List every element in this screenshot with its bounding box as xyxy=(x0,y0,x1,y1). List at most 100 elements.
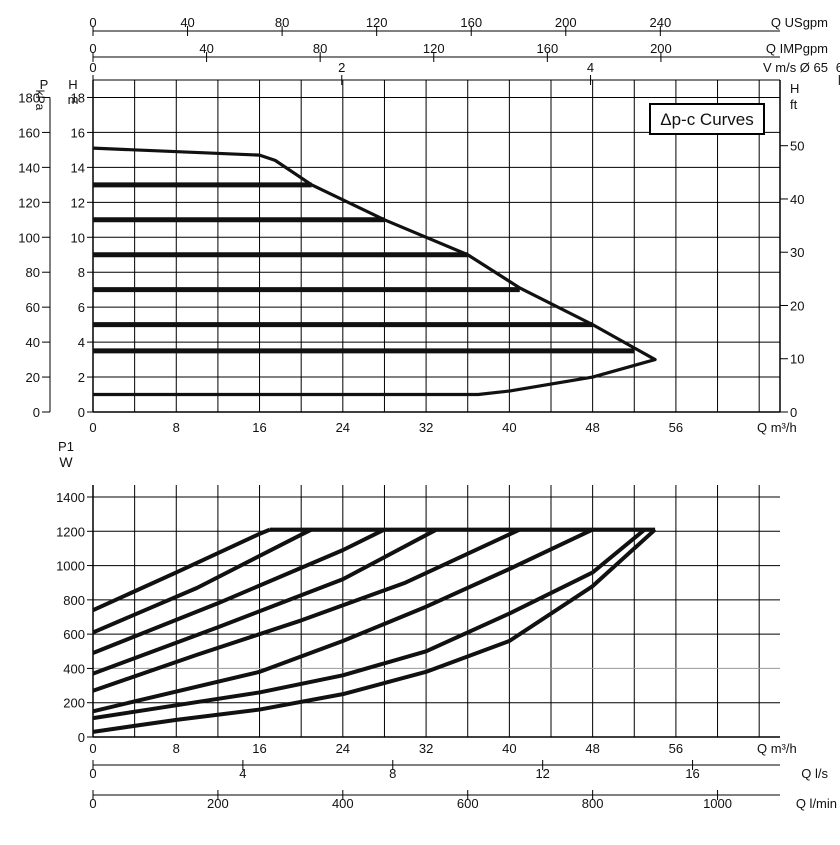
y-tick-label-p-kpa: 160 xyxy=(18,125,40,140)
y-axis-label-kpa: kPa xyxy=(33,90,47,111)
x-tick-label-q-m3h: 0 xyxy=(89,741,96,756)
y-tick-label-p1: 1000 xyxy=(56,559,85,574)
top-axis-tick-label-usgpm: 0 xyxy=(89,15,96,30)
top-axis-tick-label-usgpm: 240 xyxy=(649,15,671,30)
series-power-curve xyxy=(92,527,313,635)
top-axis-tick-label-impgpm: 120 xyxy=(423,41,445,56)
y-tick-label-p1: 800 xyxy=(63,593,85,608)
y-tick-label-p-kpa: 180 xyxy=(18,90,40,105)
series-max-curve xyxy=(92,146,657,397)
x-tick-label-q-m3h: 48 xyxy=(585,420,599,435)
y-tick-label-p-kpa: 140 xyxy=(18,160,40,175)
legend-box xyxy=(649,103,765,135)
series-power-curve xyxy=(92,528,657,734)
y-tick-label-h-ft: 30 xyxy=(790,245,804,260)
y-tick-label-h-ft: 20 xyxy=(790,298,804,313)
y-axis-label-w: W xyxy=(59,454,73,470)
legend-box-label: Δp-c Curves xyxy=(660,110,754,129)
bottom-axis-tick-label-lpmin: 800 xyxy=(582,796,604,811)
y-tick-label-p1: 1200 xyxy=(56,524,85,539)
top-axis-label-impgpm: Q IMPgpm xyxy=(766,41,828,56)
top-axis-tick-label-velocity: 2 xyxy=(338,60,345,75)
top-axis-tick-label-usgpm: 120 xyxy=(366,15,388,30)
y-tick-label-h-m: 14 xyxy=(71,160,85,175)
x-tick-label-q-m3h: 8 xyxy=(173,420,180,435)
bottom-axis-tick-label-lpmin: 600 xyxy=(457,796,479,811)
y-tick-label-p1: 1400 xyxy=(56,490,85,505)
top-axis-tick-label-velocity: 6 xyxy=(836,60,840,75)
y-tick-label-h-m: 10 xyxy=(71,230,85,245)
bottom-axis-tick-label-lps: 4 xyxy=(239,766,246,781)
series-power-curve xyxy=(92,527,594,714)
y-tick-label-h-m: 18 xyxy=(71,90,85,105)
x-tick-label-q-m3h: 0 xyxy=(89,420,96,435)
y-tick-label-h-ft: 40 xyxy=(790,192,804,207)
top-axis-label-usgpm: Q USgpm xyxy=(771,15,828,30)
top-axis-tick-label-impgpm: 160 xyxy=(536,41,558,56)
top-axis-tick-label-velocity: 0 xyxy=(89,60,96,75)
series-power-curve xyxy=(92,527,438,676)
y-tick-label-h-ft: 0 xyxy=(790,405,797,420)
x-tick-label-q-m3h: 16 xyxy=(252,741,266,756)
head-chart: 024681012141618020406080100120140160180P… xyxy=(18,15,840,435)
x-tick-label-q-m3h: 40 xyxy=(502,420,516,435)
x-axis-label-q-m3h: Q m³/h xyxy=(757,741,797,756)
x-axis-label-q-m3h: Q m³/h xyxy=(757,420,797,435)
top-axis-tick-label-usgpm: 40 xyxy=(180,15,194,30)
y-tick-label-p1: 0 xyxy=(78,730,85,745)
y-axis-label-h: H xyxy=(68,77,77,92)
top-axis-tick-label-impgpm: 40 xyxy=(199,41,213,56)
y-tick-label-h-m: 8 xyxy=(78,265,85,280)
y-tick-label-p-kpa: 120 xyxy=(18,195,40,210)
bottom-axis-tick-label-lps: 12 xyxy=(535,766,549,781)
x-tick-label-q-m3h: 56 xyxy=(669,741,683,756)
y-tick-label-h-m: 0 xyxy=(78,405,85,420)
x-tick-label-q-m3h: 8 xyxy=(173,741,180,756)
y-tick-label-h-m: 4 xyxy=(78,335,85,350)
top-axis-label-velocity: V m/s Ø 65 xyxy=(763,60,828,75)
bottom-axis-tick-label-lpmin: 400 xyxy=(332,796,354,811)
y-tick-label-p-kpa: 60 xyxy=(26,300,40,315)
series-power-curve xyxy=(92,527,521,693)
y-axis-label-p: P xyxy=(40,77,49,92)
y-tick-label-h-m: 16 xyxy=(71,125,85,140)
series-power-curve xyxy=(92,527,271,612)
top-axis-tick-label-usgpm: 200 xyxy=(555,15,577,30)
y-tick-label-p-kpa: 100 xyxy=(18,230,40,245)
y-tick-label-h-m: 2 xyxy=(78,370,85,385)
y-tick-label-h-ft: 50 xyxy=(790,139,804,154)
bottom-axis-tick-label-lps: 8 xyxy=(389,766,396,781)
x-tick-label-q-m3h: 48 xyxy=(585,741,599,756)
x-tick-label-q-m3h: 16 xyxy=(252,420,266,435)
y-tick-label-p1: 200 xyxy=(63,696,85,711)
top-axis-tick-label-impgpm: 200 xyxy=(650,41,672,56)
x-tick-label-q-m3h: 24 xyxy=(336,741,350,756)
bottom-axis-tick-label-lps: 0 xyxy=(89,766,96,781)
x-tick-label-q-m3h: 24 xyxy=(336,420,350,435)
y-tick-label-h-m: 12 xyxy=(71,195,85,210)
y-tick-label-p1: 400 xyxy=(63,661,85,676)
bottom-axis-tick-label-lpmin: 1000 xyxy=(703,796,732,811)
series-power-curve xyxy=(92,528,646,721)
y-tick-label-p-kpa: 40 xyxy=(26,335,40,350)
y-tick-label-p-kpa: 20 xyxy=(26,370,40,385)
x-tick-label-q-m3h: 32 xyxy=(419,741,433,756)
y-tick-label-h-m: 6 xyxy=(78,300,85,315)
bottom-axis-label-lpmin: Q l/min xyxy=(796,796,837,811)
x-tick-label-q-m3h: 40 xyxy=(502,741,516,756)
x-tick-label-q-m3h: 56 xyxy=(669,420,683,435)
top-axis-tick-label-usgpm: 80 xyxy=(275,15,289,30)
series-power-curve xyxy=(92,527,386,655)
bottom-axis-tick-label-lps: 16 xyxy=(685,766,699,781)
y-tick-label-p1: 600 xyxy=(63,627,85,642)
right-axis-label-h: H xyxy=(790,81,799,96)
top-axis-tick-label-velocity: 4 xyxy=(587,60,594,75)
y-axis-label-p1: P1 xyxy=(58,439,74,454)
x-tick-label-q-m3h: 32 xyxy=(419,420,433,435)
top-axis-tick-label-impgpm: 0 xyxy=(89,41,96,56)
y-tick-label-h-ft: 10 xyxy=(790,352,804,367)
top-axis-tick-label-impgpm: 80 xyxy=(313,41,327,56)
